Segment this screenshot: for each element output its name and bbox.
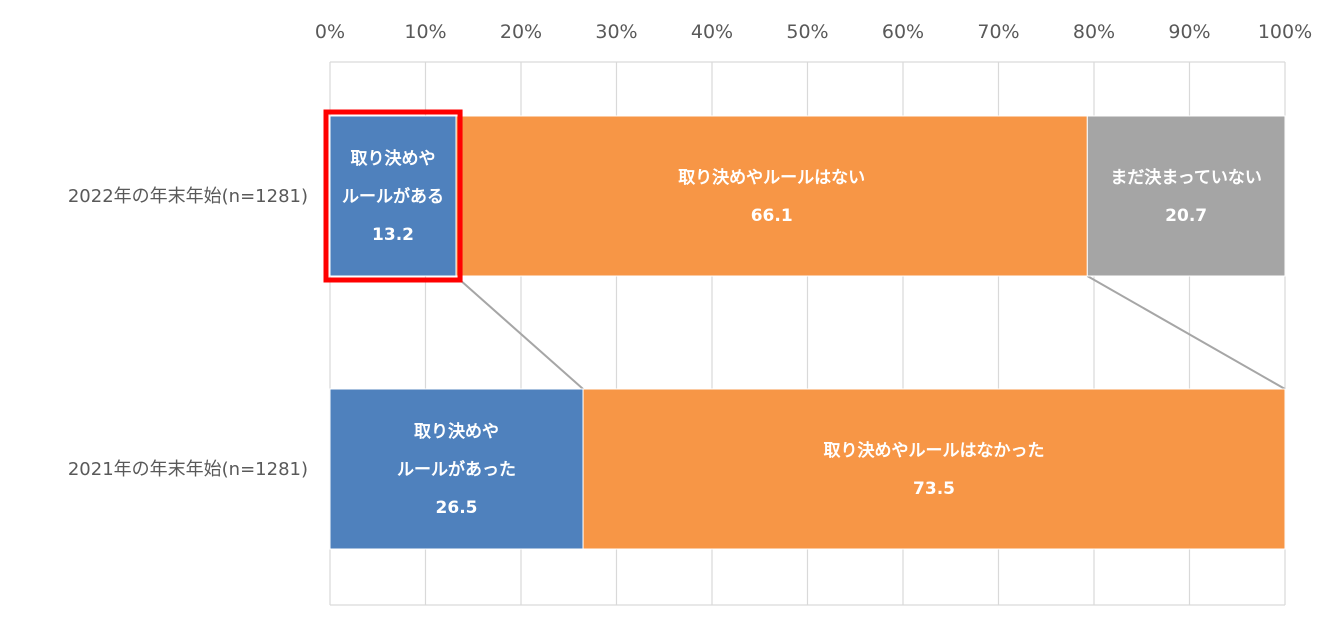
x-tick-label: 60% [882,21,924,43]
data-label: 66.1 [751,206,793,226]
x-tick-label: 50% [786,21,828,43]
data-label: 73.5 [913,479,955,499]
bar-segment [582,388,1286,550]
data-label: 20.7 [1165,206,1207,226]
segment-labels: 取り決めやルールがある13.2取り決めやルールはない66.1まだ決まっていない2… [342,148,1262,518]
connector-line [459,279,584,390]
category-label: 2021年の年末年始(n=1281) [68,459,308,480]
data-label: 13.2 [372,225,414,245]
connector-line [1086,275,1286,390]
category-labels: 2022年の年末年始(n=1281) 2021年の年末年始(n=1281) [68,186,308,480]
x-tick-label: 100% [1258,21,1312,43]
bars [329,115,1286,550]
x-tick-label: 80% [1073,21,1115,43]
x-tick-label: 40% [691,21,733,43]
x-tick-label: 10% [404,21,446,43]
x-tick-label: 20% [500,21,542,43]
segment-label: 取り決めやルールはなかった [824,440,1045,461]
bar-segment [455,115,1088,277]
bar-segment [1086,115,1286,277]
segment-label: 取り決めや [414,421,499,442]
segment-label: 取り決めや [351,148,436,169]
segment-label: 取り決めやルールはない [678,167,865,188]
x-tick-label: 30% [595,21,637,43]
x-tick-label: 0% [315,21,345,43]
x-tick-label: 90% [1168,21,1210,43]
segment-label: ルールがある [342,186,444,207]
segment-label: ルールがあった [397,459,516,480]
category-label: 2022年の年末年始(n=1281) [68,186,308,207]
highlight-frame [323,109,463,283]
segment-label: まだ決まっていない [1110,167,1261,188]
data-label: 26.5 [436,498,478,518]
x-axis-tick-labels: 0% 10% 20% 30% 40% 50% 60% 70% 80% 90% 100% [315,21,1312,43]
connector-lines [459,275,1286,390]
x-tick-label: 70% [977,21,1019,43]
highlight-frame-group [323,109,463,283]
